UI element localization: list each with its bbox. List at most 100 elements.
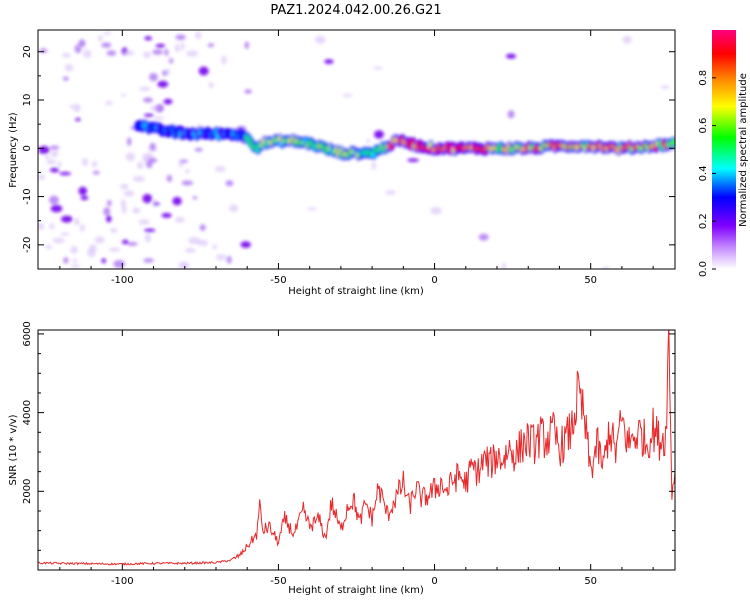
spectrogram-noise-blob — [174, 43, 180, 53]
spectrogram-ytick-label: -20 — [22, 237, 33, 253]
spectrogram-noise-blob — [197, 239, 209, 246]
spectrogram-noise-blob — [103, 207, 111, 216]
spectrogram-noise-blob — [374, 130, 384, 139]
spectrogram-noise-blob — [123, 50, 135, 56]
spectrogram-noise-blob — [505, 53, 517, 59]
spectrogram-noise-blob — [174, 216, 185, 223]
spectrogram-noise-blob — [221, 55, 227, 65]
spectrogram-noise-blob — [94, 236, 105, 244]
snr-ylabel: SNR (10 * v/v) — [8, 414, 19, 485]
snr-xtick-label: 0 — [431, 576, 437, 587]
spectrogram-noise-blob — [106, 50, 117, 56]
spectrogram-noise-blob — [152, 49, 163, 55]
spectrogram-noise-blob — [161, 213, 172, 218]
spectrogram-noise-blob — [113, 260, 125, 268]
spectrogram-noise-blob — [165, 68, 170, 76]
spectrogram-noise-blob — [157, 80, 169, 88]
colorbar: 0.0 0.2 0.4 0.6 0.8 Normalized spectral ampl… — [698, 30, 749, 277]
spectrogram-noise-blob — [507, 110, 515, 119]
spectrogram-noise-blob — [106, 199, 112, 207]
spectrogram-noise-blob — [240, 241, 251, 249]
spectrogram-noise-blob — [166, 174, 173, 183]
spectrogram-noise-blob — [215, 166, 226, 173]
spectrogram-noise-blob — [144, 36, 153, 41]
colorbar-tick-label: 0.6 — [698, 118, 709, 134]
spectrogram-noise-blob — [175, 34, 186, 41]
spectrogram-noise-blob — [123, 190, 135, 197]
spectrogram-noise-blob — [62, 76, 69, 81]
spectrogram-ridge — [134, 119, 675, 161]
spectrogram-noise-blob — [92, 170, 100, 175]
spectrogram-noise-blob — [144, 228, 156, 233]
spectrogram-noise-blob — [52, 237, 65, 244]
spectrogram-noise-blob — [126, 137, 132, 146]
spectrogram-noise-blob — [91, 161, 98, 168]
spectrogram-noise-blob — [163, 98, 173, 105]
spectrogram-ytick-label: 10 — [22, 94, 33, 107]
spectrogram-noise-blob — [70, 264, 80, 268]
spectrogram-noise-blob — [73, 103, 81, 113]
spectrogram-noise-blob — [179, 159, 189, 163]
spectrogram-noise-blob — [373, 66, 383, 70]
spectrogram-noise-blob — [660, 85, 670, 89]
ridge-core — [670, 139, 675, 146]
snr-panel: -100 -50 0 50 2000 4000 6000 Height of straigh… — [8, 321, 676, 596]
spectrogram-noise-blob — [70, 104, 75, 109]
spectrogram-noise-blob — [106, 215, 112, 223]
spectrogram-xlabel: Height of straight line (km) — [288, 286, 424, 297]
spectrogram-noise-blob — [185, 247, 196, 253]
snr-ytick-label: 2000 — [22, 479, 33, 504]
spectrogram-noise-blob — [208, 82, 214, 89]
spectrogram-noise-blob — [49, 223, 55, 230]
spectrogram-noise-blob — [78, 186, 88, 196]
spectrogram-noise-blob — [244, 89, 253, 94]
colorbar-tick-label: 0.0 — [698, 261, 709, 277]
spectrogram-ylabel: Frequency (Hz) — [8, 112, 19, 188]
spectrogram-noise-blob — [132, 207, 141, 214]
spectrogram-noise-blob — [244, 41, 250, 49]
spectrogram-noise-blob — [195, 31, 202, 40]
spectrogram-noise-blob — [180, 42, 185, 51]
spectrogram-xtick-label: -50 — [270, 275, 286, 286]
spectrogram-noise-blob — [38, 222, 44, 231]
spectrogram-noise-blob — [44, 154, 50, 160]
spectrogram-noise-blob — [198, 66, 209, 76]
spectrogram-noise-blob — [178, 163, 184, 168]
spectrogram-noise-blob — [153, 202, 160, 206]
spectrogram-noise-blob — [75, 117, 81, 122]
colorbar-tick-label: 0.2 — [698, 213, 709, 229]
spectrogram-noise-blob — [81, 158, 89, 167]
spectrogram-noise-blob — [143, 258, 154, 263]
spectrogram-noise-blob — [366, 139, 371, 144]
spectrogram-noise-blob — [181, 180, 194, 186]
spectrogram-noise-blob — [143, 113, 154, 117]
colorbar-tick-label: 0.4 — [698, 165, 709, 181]
spectrogram-noise-blob — [62, 52, 71, 58]
spectrogram-noise-blob — [38, 174, 46, 181]
spectrogram-noise-blob — [146, 160, 153, 169]
spectrogram-xtick-label: -100 — [111, 275, 134, 286]
spectrogram-noise-blob — [80, 223, 85, 232]
spectrogram-noise-blob — [78, 39, 86, 47]
spectrogram-noise-blob — [186, 50, 199, 57]
snr-xlabel: Height of straight line (km) — [288, 585, 424, 596]
spectrogram-noise-blob — [101, 42, 112, 48]
snr-frame — [37, 329, 676, 571]
colorbar-tick-label: 0.8 — [698, 70, 709, 86]
spectrogram-noise-blob — [49, 195, 59, 205]
spectrogram-noise-blob — [39, 48, 48, 53]
spectrogram-noise-blob — [155, 43, 166, 48]
spectrogram-noise-blob — [136, 161, 144, 170]
colorbar-label: Normalized spectral amplitude — [738, 73, 749, 227]
spectrogram-noise-blob — [138, 219, 150, 225]
spectrogram-noise-blob — [199, 224, 206, 231]
spectrogram-noise-blob — [194, 147, 203, 152]
spectrogram-noise-blob — [153, 116, 165, 120]
spectrogram-noise-blob — [622, 35, 632, 44]
spectrogram-noise-blob — [57, 161, 62, 168]
spectrogram-noise-blob — [192, 196, 198, 200]
spectrogram-noise-blob — [74, 217, 80, 226]
spectrogram-noise-blob — [121, 205, 127, 214]
spectrogram-noise-blob — [149, 142, 156, 151]
spectrogram-noise-blob — [101, 258, 106, 264]
